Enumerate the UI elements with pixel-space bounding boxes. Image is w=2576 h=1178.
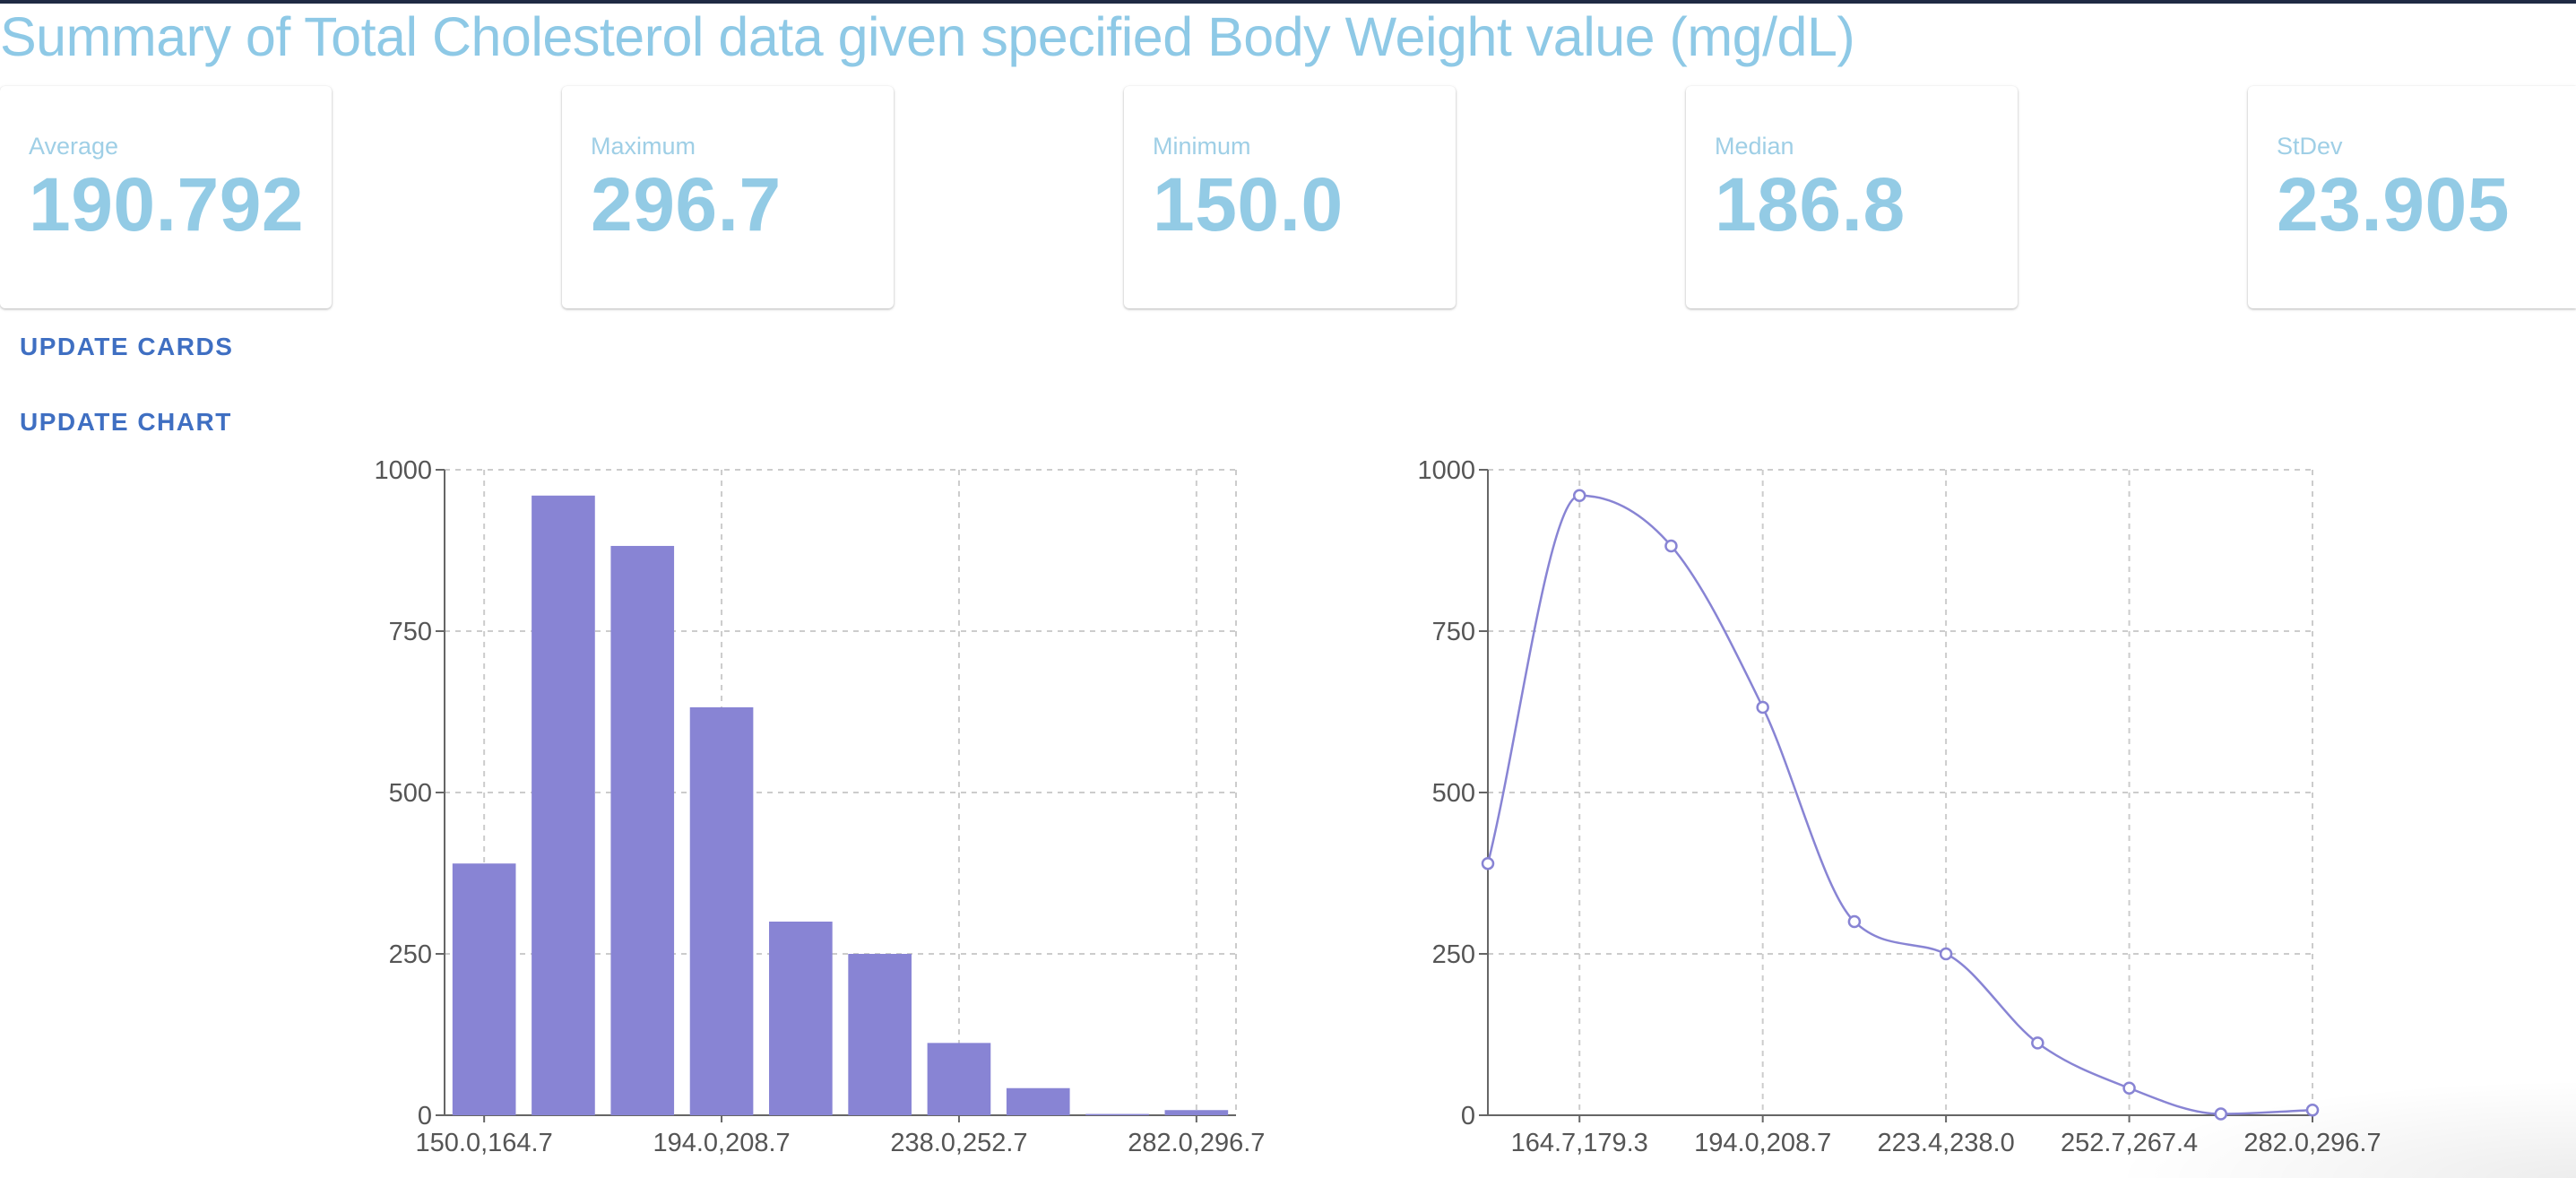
data-point — [2214, 1107, 2228, 1121]
x-tick-label: 194.0,208.7 — [1694, 1129, 1831, 1157]
average-card: Average 190.792 — [0, 86, 332, 308]
y-tick-label: 500 — [389, 779, 432, 808]
average-value: 190.792 — [29, 162, 305, 247]
x-tick-label: 164.7,179.3 — [1511, 1129, 1648, 1157]
x-tick-label: 238.0,252.7 — [890, 1129, 1027, 1157]
x-tick-label: 223.4,238.0 — [1878, 1129, 2015, 1157]
histogram-bar — [610, 545, 675, 1115]
maximum-label: Maximum — [591, 133, 696, 160]
x-tick-label: 194.0,208.7 — [653, 1129, 790, 1157]
x-tick-label: 252.7,267.4 — [2061, 1129, 2198, 1157]
y-tick-label: 250 — [1432, 940, 1475, 969]
stdev-label: StDev — [2277, 133, 2343, 160]
top-bar — [0, 0, 2576, 4]
minimum-label: Minimum — [1153, 133, 1251, 160]
minimum-value: 150.0 — [1153, 162, 1344, 247]
y-tick-label: 500 — [1432, 779, 1475, 808]
histogram-bar — [927, 1043, 991, 1115]
histogram-bar — [452, 863, 516, 1115]
x-tick-label: 282.0,296.7 — [1128, 1129, 1265, 1157]
average-label: Average — [29, 133, 119, 160]
y-tick-label: 750 — [1432, 618, 1475, 646]
stdev-card: StDev 23.905 — [2248, 86, 2576, 308]
minimum-card: Minimum 150.0 — [1124, 86, 1456, 308]
data-point — [1939, 947, 1953, 961]
median-value: 186.8 — [1715, 162, 1906, 247]
update-chart-button[interactable]: UPDATE CHART — [20, 408, 232, 436]
histogram-bar — [1164, 1110, 1229, 1115]
data-point — [1847, 914, 1862, 929]
maximum-value: 296.7 — [591, 162, 782, 247]
histogram-bar — [689, 706, 754, 1115]
histogram-bar-chart: 0 250 500 750 1000 150.0,164.7 194.0,208.7 238.… — [374, 456, 1265, 1157]
x-tick-label: 150.0,164.7 — [416, 1129, 553, 1157]
y-tick-label: 0 — [1461, 1102, 1475, 1130]
series-line — [1486, 494, 2313, 1115]
data-point — [2305, 1103, 2320, 1117]
data-point — [1481, 856, 1495, 871]
histogram-line-chart: 0 250 500 750 1000 164.7,179.3 194.0,208.7 223.… — [1417, 456, 2381, 1157]
data-point — [2031, 1036, 2044, 1050]
update-cards-button[interactable]: UPDATE CARDS — [20, 333, 234, 360]
data-point — [1664, 539, 1678, 553]
x-tick-label: 282.0,296.7 — [2243, 1129, 2381, 1157]
histogram-bar — [1006, 1087, 1070, 1115]
y-tick-label: 1000 — [1417, 456, 1475, 485]
data-point — [2122, 1081, 2136, 1096]
data-point — [1572, 489, 1586, 503]
maximum-card: Maximum 296.7 — [562, 86, 894, 308]
page-title: Summary of Total Cholesterol data given … — [0, 6, 1855, 67]
y-tick-label: 250 — [389, 940, 432, 969]
y-tick-label: 0 — [418, 1102, 432, 1130]
data-point — [1756, 700, 1769, 715]
y-tick-label: 750 — [389, 618, 432, 646]
histogram-bar — [769, 922, 833, 1115]
stdev-value: 23.905 — [2277, 162, 2510, 247]
y-tick-label: 1000 — [374, 456, 432, 485]
histogram-bar — [532, 495, 595, 1115]
median-card: Median 186.8 — [1686, 86, 2018, 308]
median-label: Median — [1715, 133, 1794, 160]
histogram-bar — [848, 954, 912, 1115]
histogram-bar — [1085, 1113, 1149, 1115]
